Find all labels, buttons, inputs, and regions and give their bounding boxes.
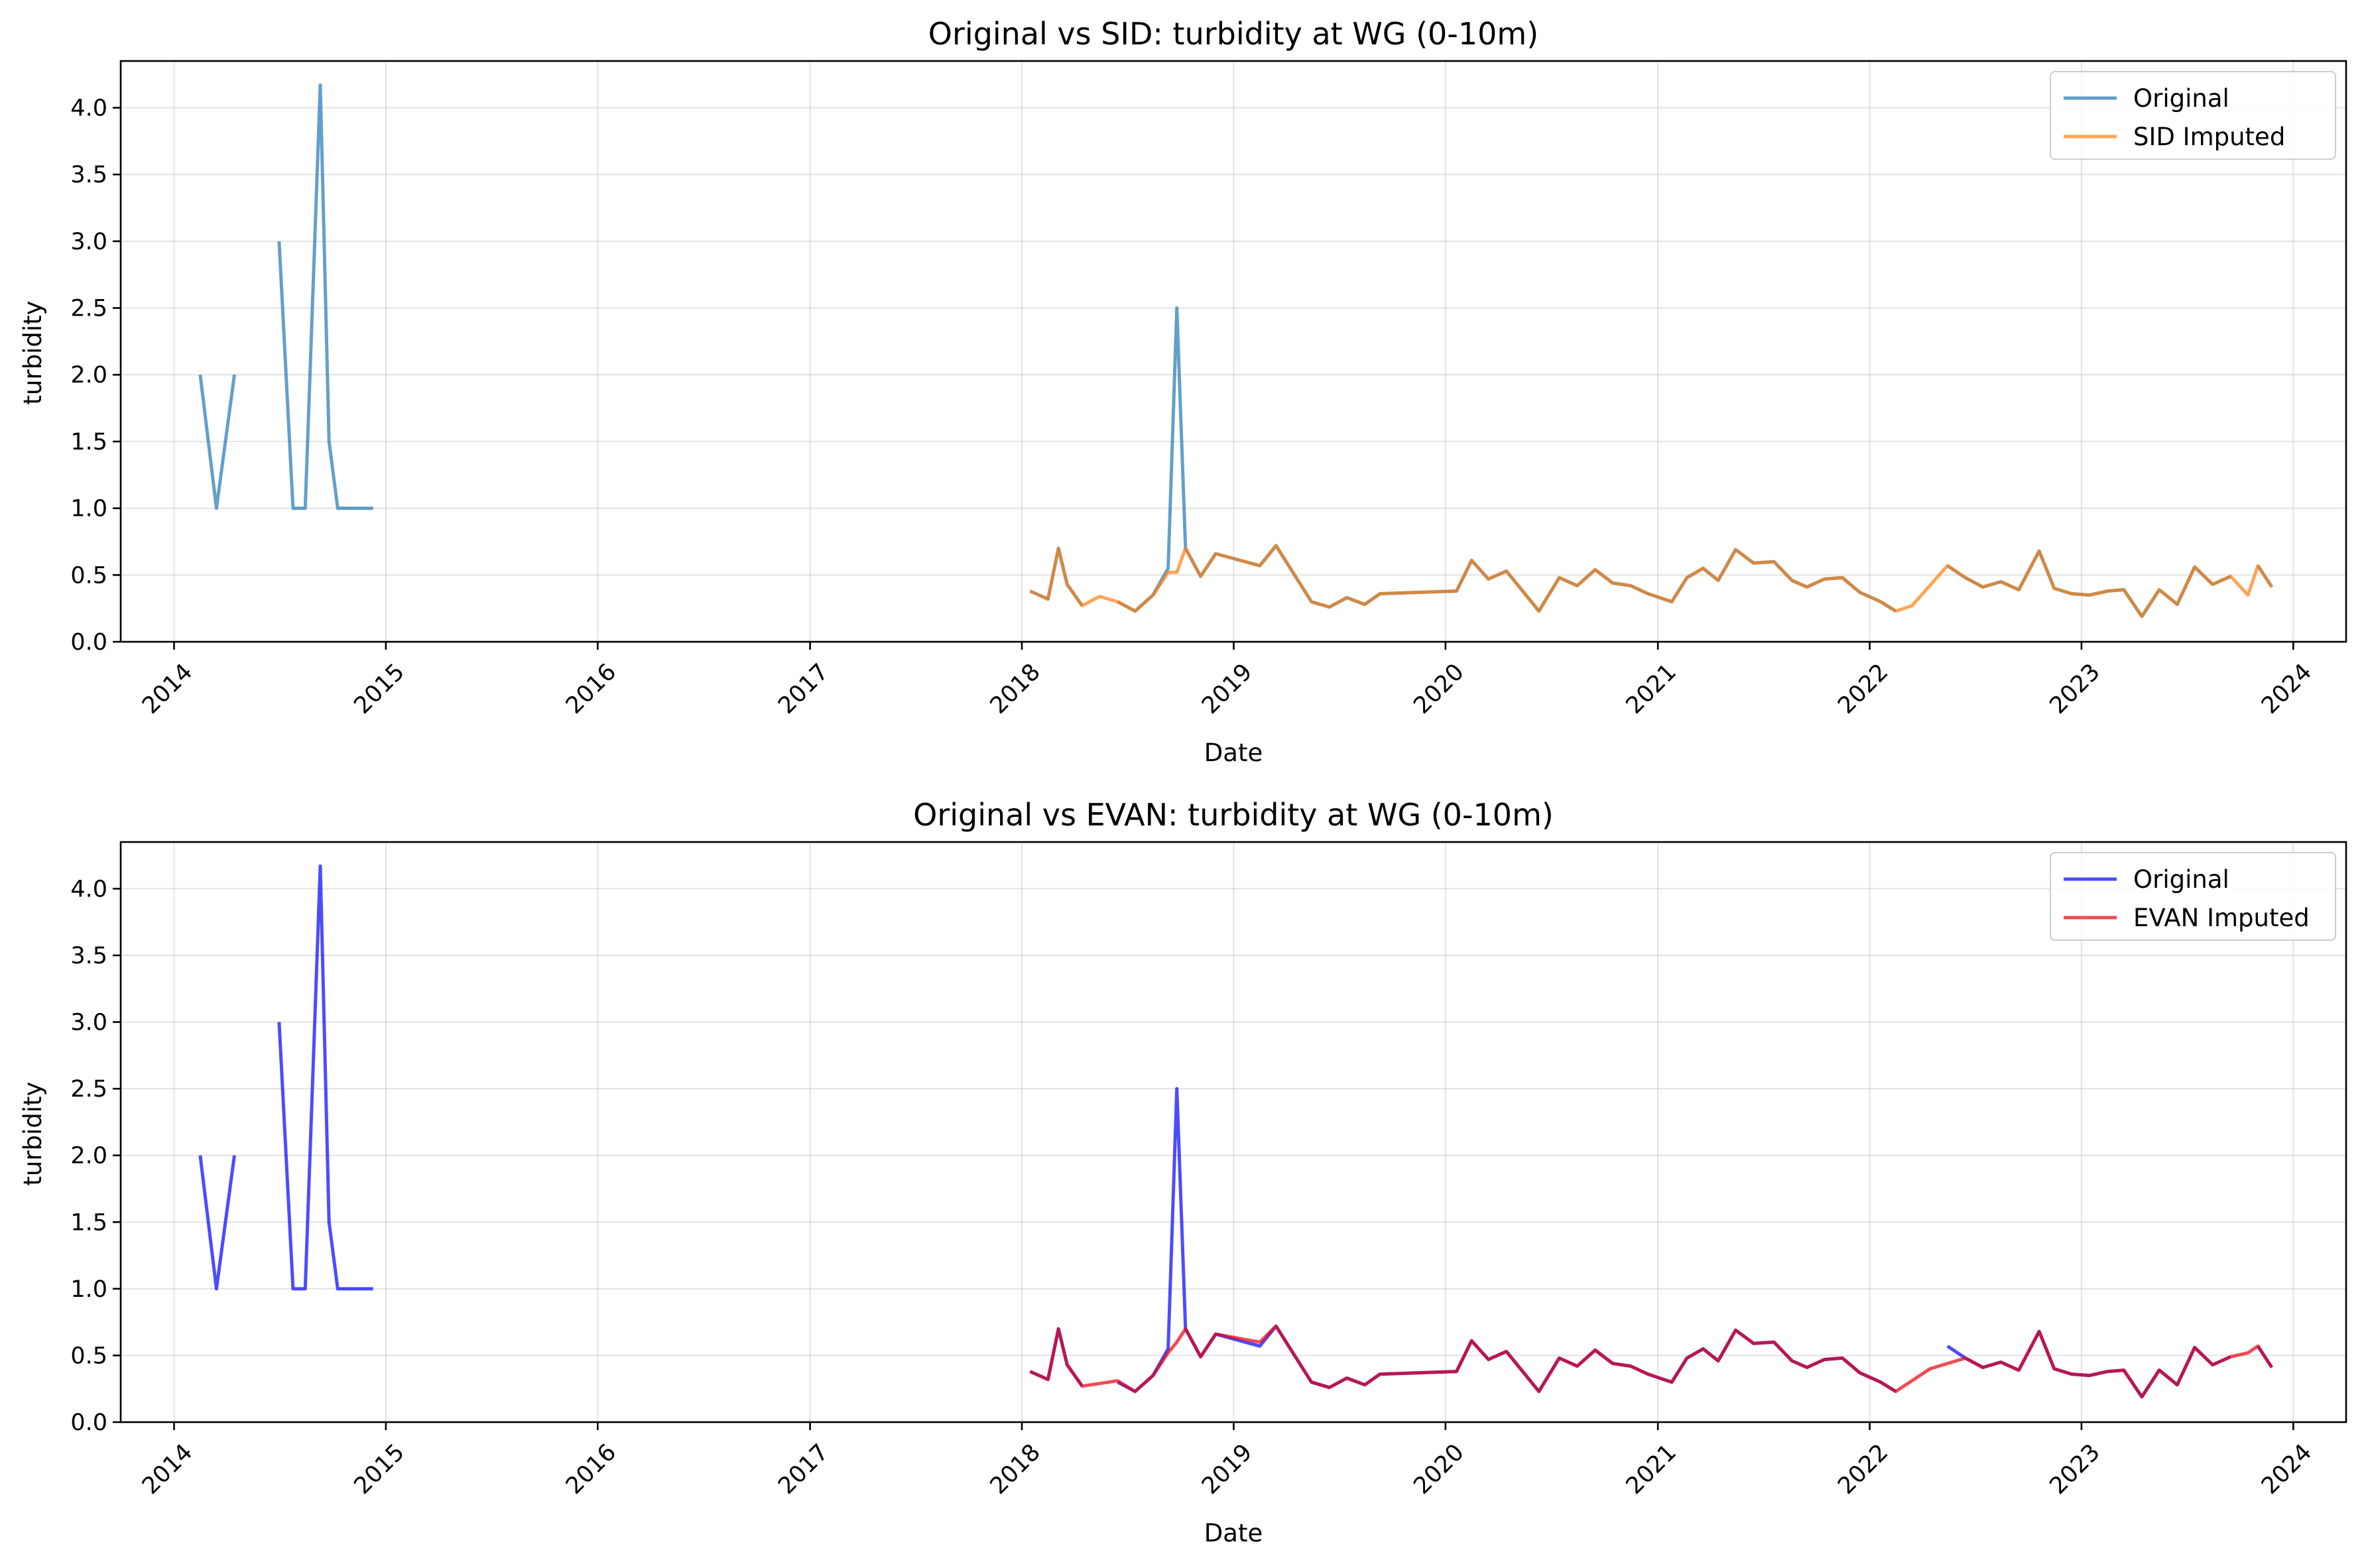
x-axis-label: Date <box>1204 1519 1263 1547</box>
series-evan-imputed <box>1029 1324 2274 1399</box>
y-tick-label: 3.5 <box>70 943 107 969</box>
y-tick-label: 2.0 <box>70 1143 107 1170</box>
y-tick-label: 0.0 <box>70 1410 107 1436</box>
y-tick-label: 0.5 <box>70 562 107 589</box>
series-line <box>277 83 373 511</box>
series-line <box>1029 544 2274 619</box>
y-axis-label: turbidity <box>19 300 47 404</box>
legend-entry: SID Imputed <box>2133 123 2285 151</box>
y-tick-label: 4.0 <box>70 876 107 902</box>
y-tick-label: 3.0 <box>70 1010 107 1036</box>
y-tick-label: 1.5 <box>70 429 107 455</box>
series-line <box>1029 1324 2274 1399</box>
series-line <box>277 864 373 1291</box>
legend-box <box>2050 71 2336 160</box>
y-axis-label: turbidity <box>19 1081 47 1185</box>
y-tick-label: 4.0 <box>70 95 107 121</box>
y-tick-label: 3.5 <box>70 162 107 188</box>
y-tick-label: 2.0 <box>70 362 107 389</box>
series-line <box>198 374 236 511</box>
chart-title: Original vs EVAN: turbidity at WG (0-10m… <box>913 797 1554 833</box>
legend-entry: Original <box>2133 84 2229 113</box>
y-tick-label: 1.5 <box>70 1209 107 1236</box>
chart-title: Original vs SID: turbidity at WG (0-10m) <box>928 16 1538 52</box>
y-tick-label: 0.5 <box>70 1343 107 1369</box>
y-tick-label: 0.0 <box>70 629 107 656</box>
legend-box <box>2050 852 2336 941</box>
legend: Original SID Imputed <box>2050 71 2336 160</box>
y-tick-label: 3.0 <box>70 229 107 255</box>
legend: Original EVAN Imputed <box>2050 852 2336 941</box>
legend-entry: EVAN Imputed <box>2133 904 2310 932</box>
series-line <box>198 1155 236 1291</box>
y-tick-label: 2.5 <box>70 1076 107 1103</box>
legend-entry: Original <box>2133 865 2229 894</box>
y-tick-label: 1.0 <box>70 1276 107 1303</box>
x-axis-label: Date <box>1204 739 1263 767</box>
y-tick-label: 1.0 <box>70 496 107 522</box>
y-tick-label: 2.5 <box>70 296 107 322</box>
series-sid-imputed <box>1029 544 2274 619</box>
